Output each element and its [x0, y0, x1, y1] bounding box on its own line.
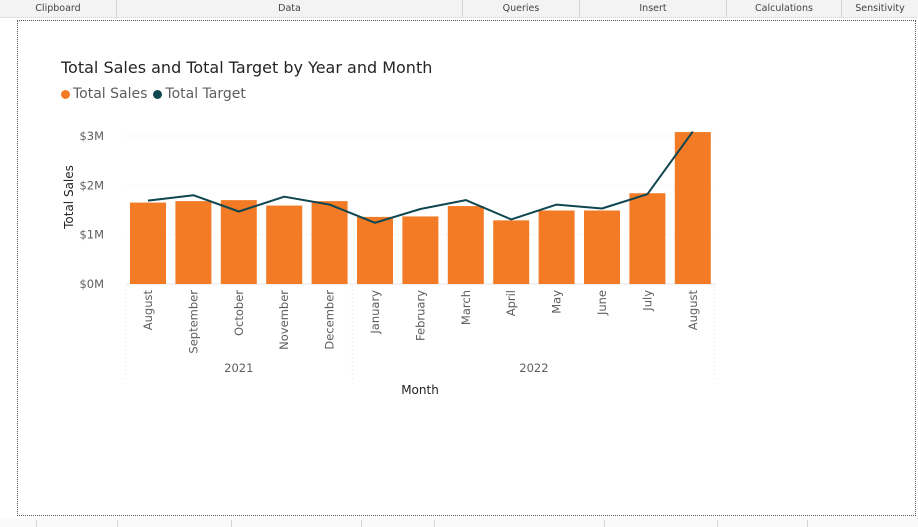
ribbon-group-queries: Queries: [463, 0, 580, 17]
ribbon-group-calculations: Calculations: [727, 0, 842, 17]
tab-divider: [604, 520, 605, 527]
legend-item-target[interactable]: Total Target: [153, 86, 246, 102]
tab-divider: [231, 520, 232, 527]
chart-title: Total Sales and Total Target by Year and…: [61, 58, 433, 77]
chart-legend[interactable]: Total Sales Total Target: [61, 85, 252, 103]
ribbon-group-clipboard: Clipboard: [0, 0, 117, 17]
legend-item-sales[interactable]: Total Sales: [61, 86, 147, 102]
tab-divider: [36, 520, 37, 527]
report-canvas[interactable]: [17, 20, 916, 516]
tab-divider: [807, 520, 808, 527]
page-tabs-strip: [0, 518, 918, 527]
ribbon-group-data: Data: [117, 0, 463, 17]
ribbon-group-insert: Insert: [580, 0, 727, 17]
ribbon-group-labels: Clipboard Data Queries Insert Calculatio…: [0, 0, 918, 18]
legend-sales-marker-icon: [61, 89, 70, 99]
tab-divider: [434, 520, 435, 527]
tab-divider: [117, 520, 118, 527]
tab-divider: [717, 520, 718, 527]
legend-target-label: Total Target: [165, 86, 246, 102]
tab-divider: [361, 520, 362, 527]
ribbon-group-sensitivity: Sensitivity: [855, 3, 905, 14]
legend-sales-label: Total Sales: [73, 86, 148, 102]
legend-target-marker-icon: [153, 89, 163, 99]
